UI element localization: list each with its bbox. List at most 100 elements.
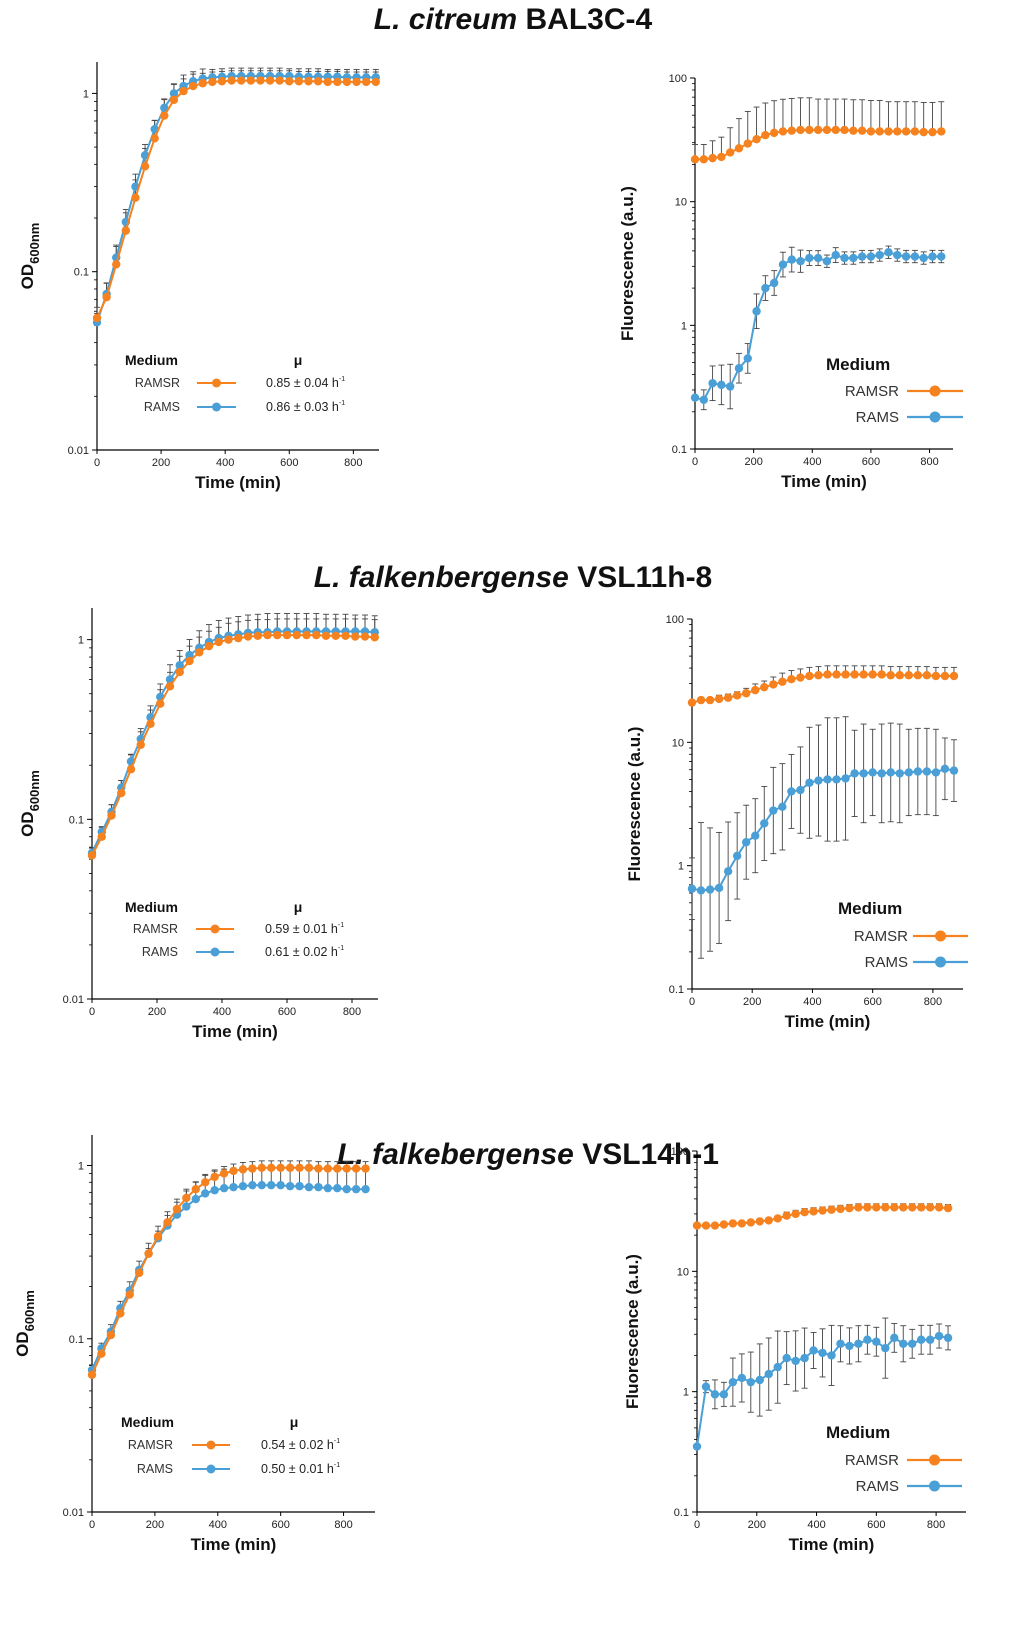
data-point-rams — [717, 380, 726, 390]
data-point-ramsr — [131, 193, 140, 202]
mu-value-rams: 0.50 ± 0.01 h-1 — [261, 1462, 340, 1476]
data-point-ramsr — [881, 1203, 890, 1212]
data-point-rams — [800, 1353, 809, 1363]
data-point-ramsr — [910, 127, 920, 136]
mu-value-text: 0.54 ± 0.02 h — [261, 1438, 334, 1452]
legend-mu-header: μ — [294, 352, 303, 368]
data-point-rams — [818, 1348, 827, 1358]
data-point-rams — [796, 257, 805, 266]
series-line-ramsr — [91, 634, 375, 856]
data-point-ramsr — [314, 1164, 323, 1173]
series-line-ramsr — [91, 1166, 366, 1376]
data-point-rams — [845, 1341, 854, 1351]
data-point-rams — [832, 775, 841, 784]
legend-marker-ramsr — [212, 378, 221, 388]
data-point-rams — [925, 1335, 935, 1344]
chart-falkebergense-growth: 0 200 400 600 800 0.01 0.1 1 Time (min) OD600nm Me… — [13, 1135, 375, 1554]
x-tick-label: 400 — [209, 1519, 227, 1531]
data-point-rams — [737, 1373, 747, 1383]
mu-value-ramsr: 0.59 ± 0.01 h-1 — [265, 922, 344, 936]
data-point-ramsr — [333, 77, 342, 87]
data-point-rams — [696, 886, 706, 895]
data-point-ramsr — [931, 671, 941, 681]
x-tick-label: 200 — [744, 456, 762, 468]
x-axis-label: Time (min) — [191, 1535, 277, 1554]
data-point-rams — [841, 774, 850, 783]
data-point-ramsr — [304, 77, 313, 86]
y-tick-label: 0.1 — [669, 984, 684, 996]
data-point-ramsr — [342, 1164, 351, 1173]
data-point-rams — [895, 769, 904, 778]
data-point-ramsr — [884, 127, 893, 136]
data-point-ramsr — [827, 1205, 836, 1214]
series-line-rams — [91, 1184, 366, 1371]
y-tick-label: 0.1 — [674, 1507, 689, 1519]
data-point-rams — [725, 382, 735, 391]
data-point-rams — [769, 806, 778, 815]
data-point-rams — [229, 1182, 238, 1192]
y-axis-label: Fluorescence (a.u.) — [618, 186, 637, 341]
data-point-ramsr — [854, 1203, 863, 1212]
data-point-rams — [919, 253, 928, 263]
data-point-rams — [361, 1184, 370, 1194]
data-point-rams — [910, 252, 920, 261]
x-tick-label: 600 — [278, 1006, 296, 1018]
data-point-ramsr — [764, 1216, 773, 1225]
legend-title: Medium — [826, 1423, 890, 1442]
data-point-ramsr — [191, 1184, 200, 1194]
legend-marker-rams — [210, 947, 220, 957]
x-axis-label: Time (min) — [789, 1535, 875, 1554]
data-point-ramsr — [841, 670, 850, 679]
data-point-rams — [778, 802, 787, 812]
legend-label-rams: RAMS — [865, 954, 908, 971]
data-point-ramsr — [908, 1203, 917, 1212]
x-tick-label: 200 — [743, 996, 761, 1008]
x-tick-label: 600 — [280, 457, 298, 469]
data-point-ramsr — [805, 125, 814, 135]
legend-label-rams: RAMS — [144, 400, 180, 414]
data-point-ramsr — [877, 670, 886, 679]
data-point-rams — [922, 767, 932, 776]
data-point-ramsr — [836, 1204, 845, 1214]
legend-marker-ramsr — [206, 1440, 216, 1450]
data-point-ramsr — [787, 126, 796, 135]
data-point-ramsr — [746, 1218, 755, 1227]
chart-citreum-fluor: 0 200 400 600 800 0.1 1 10 100 Time (min) Fluoresc… — [618, 73, 963, 491]
data-point-rams — [809, 1346, 818, 1355]
data-point-ramsr — [219, 1169, 229, 1178]
data-point-rams — [708, 379, 717, 388]
data-point-rams — [836, 1339, 845, 1348]
data-point-ramsr — [778, 127, 788, 136]
legend-mu-header: μ — [290, 1414, 299, 1430]
data-point-rams — [342, 1184, 351, 1194]
data-point-ramsr — [737, 1219, 747, 1228]
x-tick-label: 0 — [89, 1006, 95, 1018]
y-axis-label-sub: 600nm — [27, 770, 42, 811]
x-tick-label: 200 — [146, 1519, 164, 1531]
data-point-ramsr — [224, 635, 233, 644]
legend-marker-ramsr — [935, 930, 946, 942]
data-point-rams — [191, 1194, 200, 1204]
data-point-ramsr — [144, 1249, 153, 1258]
x-axis-label: Time (min) — [192, 1022, 278, 1041]
data-point-rams — [257, 1180, 266, 1190]
data-point-ramsr — [273, 630, 282, 640]
data-point-rams — [813, 253, 823, 263]
legend-title: Medium — [121, 1414, 174, 1430]
data-point-rams — [937, 252, 946, 261]
data-point-rams — [854, 1339, 863, 1348]
data-point-rams — [734, 364, 744, 373]
data-point-ramsr — [696, 695, 706, 705]
data-point-ramsr — [106, 1330, 116, 1340]
legend-marker-ramsr — [210, 924, 220, 934]
data-point-rams — [913, 767, 923, 776]
data-point-ramsr — [787, 675, 796, 684]
panel-title-3-strain: VSL14h-1 — [582, 1138, 719, 1171]
data-point-ramsr — [913, 671, 923, 680]
data-point-rams — [751, 831, 760, 840]
data-point-ramsr — [160, 111, 169, 120]
data-point-rams — [814, 776, 823, 785]
data-point-ramsr — [227, 76, 236, 85]
legend-label-rams: RAMS — [856, 1478, 899, 1495]
data-point-rams — [805, 253, 814, 263]
